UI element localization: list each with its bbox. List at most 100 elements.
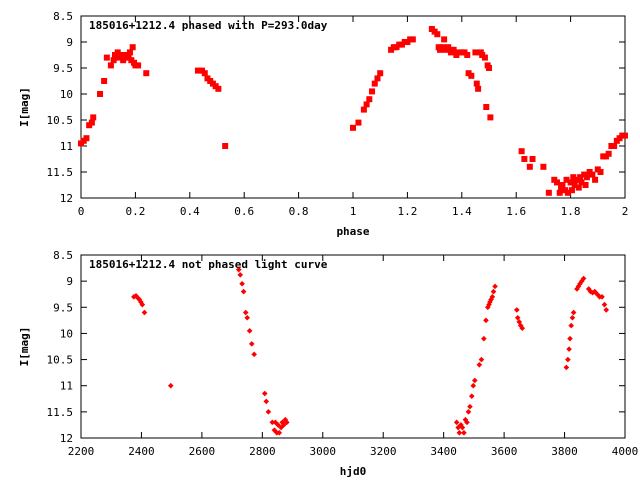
data-point bbox=[554, 179, 560, 186]
data-point bbox=[371, 80, 378, 87]
data-point bbox=[271, 427, 278, 433]
data-point bbox=[269, 419, 276, 426]
plot-frame bbox=[80, 254, 626, 439]
data-point bbox=[369, 88, 376, 95]
data-point bbox=[265, 409, 272, 415]
x-axis-label: hjd0 bbox=[340, 465, 367, 478]
data-point bbox=[237, 272, 244, 278]
data-point bbox=[244, 314, 251, 321]
data-point bbox=[138, 299, 144, 305]
data-point bbox=[103, 54, 110, 61]
data-point bbox=[568, 187, 575, 194]
data-point bbox=[486, 65, 492, 71]
data-point bbox=[492, 283, 498, 290]
data-point bbox=[284, 419, 290, 426]
data-point bbox=[242, 309, 249, 316]
data-point bbox=[476, 362, 483, 368]
y-tick-label: 11 bbox=[60, 380, 73, 393]
data-point bbox=[129, 44, 136, 51]
data-point bbox=[611, 143, 618, 149]
data-point bbox=[278, 424, 284, 431]
data-point bbox=[464, 52, 471, 58]
data-point bbox=[578, 179, 585, 186]
x-tick-label: 1.8 bbox=[561, 205, 581, 218]
data-points bbox=[131, 266, 610, 436]
data-point bbox=[434, 31, 441, 38]
y-tick-label: 12 bbox=[60, 432, 73, 445]
x-tick-label: 1.2 bbox=[397, 205, 417, 218]
data-point bbox=[574, 286, 580, 292]
data-point bbox=[569, 314, 576, 321]
data-point bbox=[114, 49, 121, 56]
data-point bbox=[570, 309, 577, 316]
data-point bbox=[143, 70, 150, 77]
data-point bbox=[282, 416, 289, 423]
data-point bbox=[564, 189, 571, 196]
data-point bbox=[88, 119, 95, 126]
data-point bbox=[107, 62, 114, 69]
data-point bbox=[514, 307, 520, 313]
data-point bbox=[484, 304, 491, 311]
data-point bbox=[465, 409, 472, 415]
data-point bbox=[540, 163, 547, 170]
data-point bbox=[194, 67, 201, 74]
y-tick-label: 9.5 bbox=[53, 301, 73, 314]
x-tick-label: 3600 bbox=[491, 445, 518, 458]
data-point bbox=[567, 179, 574, 186]
data-point bbox=[374, 75, 381, 82]
x-tick-label: 2800 bbox=[249, 445, 276, 458]
y-tick-label: 9 bbox=[66, 275, 73, 288]
data-point bbox=[450, 46, 457, 53]
data-point bbox=[599, 294, 605, 300]
data-point bbox=[468, 393, 475, 399]
data-point bbox=[222, 143, 229, 149]
y-tick-label: 10.5 bbox=[47, 114, 74, 127]
data-point bbox=[622, 132, 628, 139]
data-point bbox=[481, 335, 487, 342]
data-point bbox=[583, 174, 590, 181]
y-tick-label: 11.5 bbox=[47, 166, 74, 179]
data-point bbox=[573, 176, 580, 183]
data-point bbox=[468, 72, 475, 79]
x-tick-label: 0.2 bbox=[125, 205, 145, 218]
data-point bbox=[472, 49, 479, 56]
data-point bbox=[126, 49, 133, 56]
chart-title: 185016+1212.4 not phased light curve bbox=[89, 258, 328, 271]
data-point bbox=[459, 424, 466, 431]
data-point bbox=[83, 135, 90, 142]
data-point bbox=[490, 288, 497, 295]
data-point bbox=[481, 54, 488, 61]
y-tick-label: 11.5 bbox=[47, 406, 74, 419]
data-point bbox=[578, 278, 585, 284]
data-point bbox=[603, 307, 610, 313]
data-point bbox=[592, 176, 599, 183]
y-tick-label: 9.5 bbox=[53, 62, 73, 75]
x-tick-label: 3000 bbox=[310, 445, 337, 458]
data-point bbox=[360, 106, 367, 113]
x-tick-label: 0.4 bbox=[180, 205, 200, 218]
data-point bbox=[478, 356, 485, 363]
data-point bbox=[275, 422, 281, 428]
data-point bbox=[239, 280, 245, 287]
data-point bbox=[470, 382, 477, 389]
data-point bbox=[133, 292, 139, 299]
data-point bbox=[235, 266, 242, 273]
data-point bbox=[251, 351, 257, 358]
y-tick-label: 11 bbox=[60, 140, 73, 153]
x-tick-label: 3400 bbox=[430, 445, 457, 458]
data-point bbox=[467, 403, 473, 410]
data-point bbox=[215, 85, 222, 92]
data-point bbox=[567, 335, 573, 342]
x-tick-label: 2 bbox=[622, 205, 629, 218]
x-tick-label: 1 bbox=[350, 205, 357, 218]
data-point bbox=[101, 78, 108, 84]
x-tick-label: 0 bbox=[78, 205, 85, 218]
x-axis-label: phase bbox=[336, 225, 369, 238]
data-point bbox=[594, 291, 600, 298]
data-point bbox=[363, 101, 370, 108]
y-tick-label: 9 bbox=[66, 36, 73, 49]
data-point bbox=[350, 124, 356, 131]
data-point bbox=[409, 36, 416, 43]
data-point bbox=[563, 364, 570, 371]
